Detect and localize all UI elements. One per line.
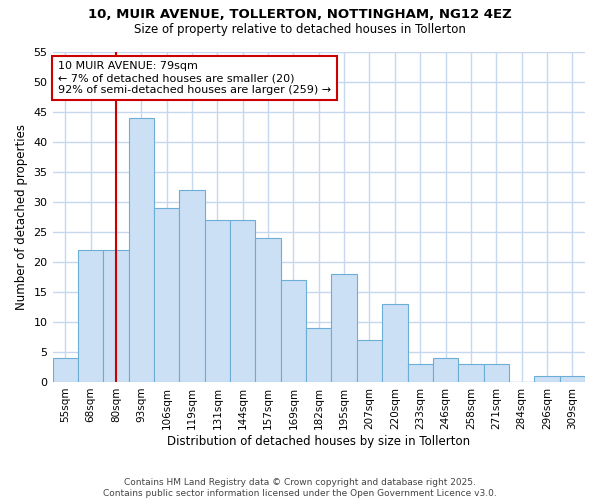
Bar	[53, 358, 78, 382]
Bar	[407, 364, 433, 382]
Text: Size of property relative to detached houses in Tollerton: Size of property relative to detached ho…	[134, 22, 466, 36]
Bar	[154, 208, 179, 382]
Bar	[382, 304, 407, 382]
Text: Contains HM Land Registry data © Crown copyright and database right 2025.
Contai: Contains HM Land Registry data © Crown c…	[103, 478, 497, 498]
Bar	[256, 238, 281, 382]
Bar	[103, 250, 128, 382]
Bar	[230, 220, 256, 382]
Bar	[433, 358, 458, 382]
Bar	[560, 376, 585, 382]
Text: 10 MUIR AVENUE: 79sqm
← 7% of detached houses are smaller (20)
92% of semi-detac: 10 MUIR AVENUE: 79sqm ← 7% of detached h…	[58, 62, 331, 94]
Bar	[458, 364, 484, 382]
Bar	[281, 280, 306, 382]
X-axis label: Distribution of detached houses by size in Tollerton: Distribution of detached houses by size …	[167, 434, 470, 448]
Bar	[534, 376, 560, 382]
Bar	[357, 340, 382, 382]
Y-axis label: Number of detached properties: Number of detached properties	[15, 124, 28, 310]
Bar	[179, 190, 205, 382]
Bar	[205, 220, 230, 382]
Bar	[484, 364, 509, 382]
Bar	[78, 250, 103, 382]
Bar	[331, 274, 357, 382]
Bar	[128, 118, 154, 382]
Text: 10, MUIR AVENUE, TOLLERTON, NOTTINGHAM, NG12 4EZ: 10, MUIR AVENUE, TOLLERTON, NOTTINGHAM, …	[88, 8, 512, 20]
Bar	[306, 328, 331, 382]
